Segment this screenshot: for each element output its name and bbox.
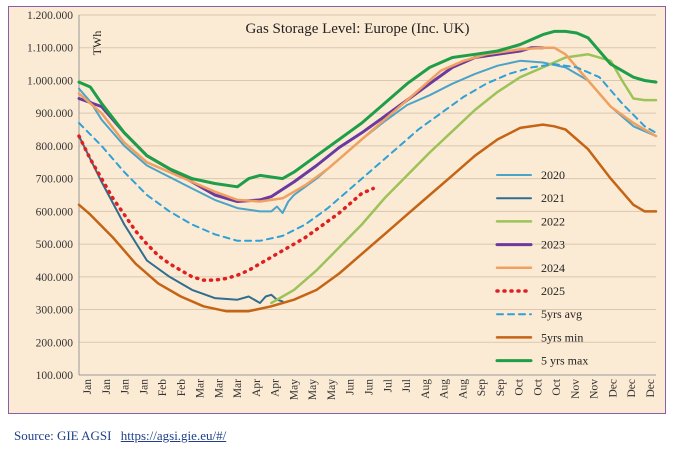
chart-title: Gas Storage Level: Europe (Inc. UK)	[245, 21, 469, 37]
legend-label: 5yrs avg	[541, 307, 582, 321]
x-tick-label: Nov	[570, 379, 582, 399]
series-line-2024	[77, 46, 658, 203]
x-tick-label: Oct	[532, 378, 544, 395]
x-tick-label: Jul	[401, 379, 413, 392]
x-tick-label: May	[288, 379, 300, 400]
source-link[interactable]: https://agsi.gie.eu/#/	[120, 428, 227, 443]
series-line-5-yrs-max	[77, 29, 658, 189]
x-tick-label: Jan	[138, 379, 150, 395]
y-tick-label: 700.000	[36, 174, 74, 186]
x-tick-label: Feb	[157, 379, 169, 397]
x-tick-label: Jan	[101, 379, 113, 395]
x-tick-label: Jul	[382, 379, 394, 392]
x-tick-label: Apr	[270, 379, 282, 397]
x-tick-label: Aug	[439, 379, 451, 399]
y-tick-label: 500.000	[36, 239, 74, 251]
x-tick-label: Dec	[607, 379, 619, 398]
x-tick-label: Jan	[120, 379, 132, 395]
legend-label: 5 yrs max	[541, 354, 588, 368]
gas-storage-chart: 100.000 200.000 300.000 400.000 500.000 600.0…	[27, 10, 658, 400]
source-note: Source: GIE AGSI https://agsi.gie.eu/#/	[14, 428, 226, 444]
y-tick-label: 300.000	[36, 305, 74, 317]
y-tick-label: 400.000	[36, 272, 74, 284]
x-tick-label: Jun	[345, 379, 357, 395]
x-tick-label: Oct	[551, 378, 563, 395]
legend-label: 2023	[541, 238, 565, 252]
x-tick-label: May	[326, 379, 338, 400]
x-tick-label: Aug	[420, 379, 432, 399]
chart-frame: 100.000 200.000 300.000 400.000 500.000 600.0…	[8, 6, 666, 414]
legend-label: 2022	[541, 214, 565, 228]
x-tick-label: May	[307, 379, 319, 400]
x-tick-label: Sep	[495, 379, 507, 397]
x-tick-label: Mar	[232, 379, 244, 398]
y-tick-label: 900.000	[36, 108, 74, 120]
x-tick-label: Feb	[176, 379, 188, 397]
x-tick-label: Mar	[213, 379, 225, 398]
x-tick-label: Dec	[645, 379, 657, 398]
legend-label: 2024	[541, 261, 565, 275]
x-tick-label: Jun	[364, 379, 376, 395]
series-line-2020	[78, 59, 657, 214]
y-tick-label: 1.100.000	[27, 43, 73, 55]
x-tick-label: Dec	[626, 379, 638, 398]
y-axis-label: TWh	[90, 31, 104, 56]
x-tick-label: Sep	[476, 379, 488, 397]
y-tick-label: 200.000	[36, 337, 74, 349]
series-line-2025	[77, 134, 375, 282]
x-tick-label: Oct	[514, 378, 526, 395]
legend-label: 2020	[541, 168, 565, 182]
y-tick-label: 1.000.000	[27, 75, 73, 87]
x-tick-label: Mar	[195, 379, 207, 398]
x-tick-label: Aug	[457, 379, 469, 399]
x-tick-label: Jan	[82, 379, 94, 395]
x-tick-label: Nov	[589, 379, 601, 399]
series-line-5yrs-avg	[78, 63, 657, 242]
y-tick-label: 1.200.000	[27, 10, 73, 22]
y-tick-label: 100.000	[36, 370, 74, 382]
series-line-5yrs-min	[77, 123, 658, 313]
legend-label: 2025	[541, 284, 565, 298]
series-line-2021	[78, 135, 284, 304]
legend-label: 2021	[541, 191, 565, 205]
y-tick-label: 600.000	[36, 206, 74, 218]
legend-label: 5yrs min	[541, 330, 583, 344]
series-line-2022	[270, 53, 658, 305]
x-tick-label: Apr	[251, 379, 263, 397]
y-tick-label: 800.000	[36, 141, 74, 153]
source-label: Source: GIE AGSI	[14, 428, 112, 443]
